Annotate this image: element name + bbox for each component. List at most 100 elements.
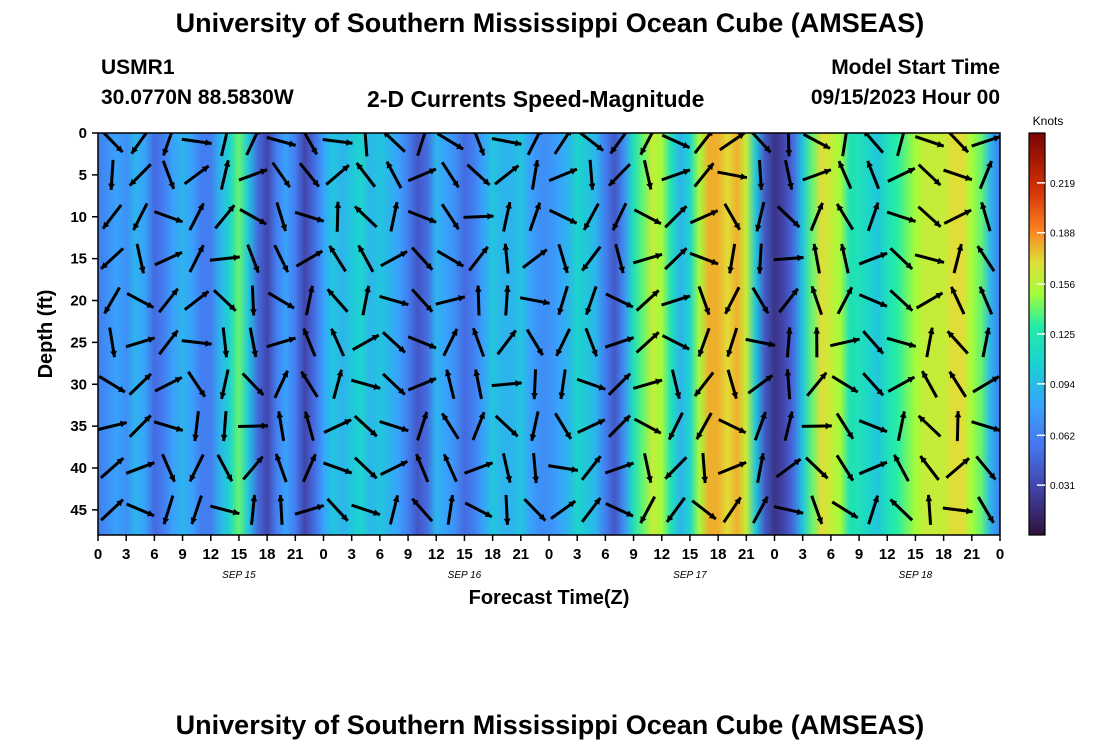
current-vector-head: [474, 285, 482, 292]
current-vector-head: [197, 245, 204, 253]
current-vector-head: [569, 217, 577, 224]
current-vector-head: [1008, 161, 1014, 168]
current-vector-head: [373, 383, 381, 390]
current-vector-head: [612, 223, 619, 231]
current-vector-head: [965, 174, 972, 181]
current-vector-head: [711, 258, 719, 265]
current-vector-head: [591, 349, 598, 357]
current-vector-head: [696, 432, 703, 440]
current-vector-head: [925, 494, 933, 502]
current-vector-head: [303, 411, 311, 419]
current-vector-head: [825, 422, 832, 430]
x-tick-label: 6: [150, 546, 158, 563]
current-vector-head: [175, 216, 183, 223]
current-vector-head: [598, 384, 606, 391]
current-vector-head: [283, 180, 290, 188]
current-vector-head: [653, 427, 661, 434]
current-vector-head: [651, 332, 659, 339]
current-vector-head: [190, 517, 198, 525]
current-vector-head: [222, 350, 230, 358]
current-vector-head: [626, 336, 634, 343]
current-vector-head: [683, 294, 691, 301]
current-vector-head: [679, 248, 687, 255]
current-vector-head: [908, 216, 916, 223]
heatmap-field: [98, 133, 1000, 535]
current-vector-head: [503, 518, 511, 525]
current-vector-head: [646, 182, 653, 190]
y-axis-title: Depth (ft): [35, 290, 57, 379]
current-vector-head: [503, 285, 511, 292]
current-vector: [999, 504, 1000, 508]
current-vector-head: [762, 306, 769, 314]
current-vector-head: [817, 202, 824, 210]
current-vector-head: [734, 497, 741, 505]
current-vector-head: [651, 290, 659, 297]
current-vector-head: [315, 251, 323, 258]
current-vector-head: [251, 350, 259, 358]
current-vector-head: [370, 429, 377, 437]
current-vector-head: [899, 411, 907, 419]
current-vector-head: [1020, 344, 1027, 350]
colorbar-tick-label: 0.125: [1050, 330, 1075, 341]
current-vector-head: [626, 461, 634, 469]
current-vector-head: [710, 210, 718, 217]
current-vector-head: [936, 141, 944, 148]
current-vector-head: [232, 508, 240, 516]
current-vector-head: [733, 222, 740, 230]
current-vector-head: [820, 471, 828, 479]
current-vector-head: [301, 371, 308, 379]
x-tick-label: 12: [879, 546, 896, 563]
current-vector-head: [872, 495, 880, 503]
current-vector-head: [342, 165, 349, 172]
colorbar-tick-label: 0.219: [1050, 179, 1075, 190]
current-vector: [526, 133, 541, 156]
current-vector-head: [307, 285, 315, 293]
current-vector-head: [568, 501, 576, 508]
current-vector-head: [119, 420, 127, 428]
x-tick-label: 3: [573, 546, 581, 563]
current-vector-head: [505, 475, 512, 483]
current-vector-head: [850, 386, 858, 393]
current-vector-head: [472, 328, 479, 336]
x-tick-label: 21: [963, 546, 980, 563]
current-vector-head: [562, 266, 569, 273]
current-vector-head: [442, 413, 449, 421]
current-vector-head: [481, 246, 488, 254]
station-id: USMR1: [101, 56, 175, 79]
date-label: SEP 16: [448, 570, 482, 581]
current-vector-head: [175, 425, 183, 432]
current-vector-head: [116, 458, 124, 465]
current-vector-head: [872, 202, 880, 210]
current-vector-head: [277, 494, 285, 502]
current-vector-head: [316, 504, 324, 511]
current-vector-head: [980, 202, 987, 210]
current-vector-head: [144, 373, 152, 381]
current-vector-head: [819, 372, 827, 380]
current-vector-head: [371, 335, 379, 341]
current-vector-head: [226, 474, 232, 482]
current-vector-head: [763, 145, 771, 153]
current-vector-head: [201, 291, 209, 298]
current-vector-head: [510, 429, 518, 437]
current-vector-head: [233, 254, 240, 262]
station-coords: 30.0770N 88.5830W: [101, 86, 294, 109]
current-vector-head: [514, 139, 522, 147]
current-vector-head: [623, 415, 631, 423]
current-vector-head: [558, 392, 566, 400]
current-vector-head: [964, 209, 972, 216]
current-vector-head: [171, 288, 178, 296]
current-vector-head: [509, 330, 516, 338]
current-vector-head: [918, 415, 926, 423]
current-vector-head: [907, 377, 915, 383]
current-vector-head: [539, 249, 547, 256]
current-vector-head: [398, 345, 406, 353]
current-vector-head: [219, 392, 227, 399]
current-vector-head: [1022, 295, 1029, 301]
current-vector-head: [740, 173, 747, 180]
current-vector-head: [452, 180, 459, 188]
current-vector: [245, 133, 259, 156]
current-vector-head: [146, 301, 154, 308]
colorbar-tick-label: 0.062: [1050, 431, 1075, 442]
current-vector-head: [198, 389, 205, 397]
current-vector-head: [531, 392, 538, 400]
